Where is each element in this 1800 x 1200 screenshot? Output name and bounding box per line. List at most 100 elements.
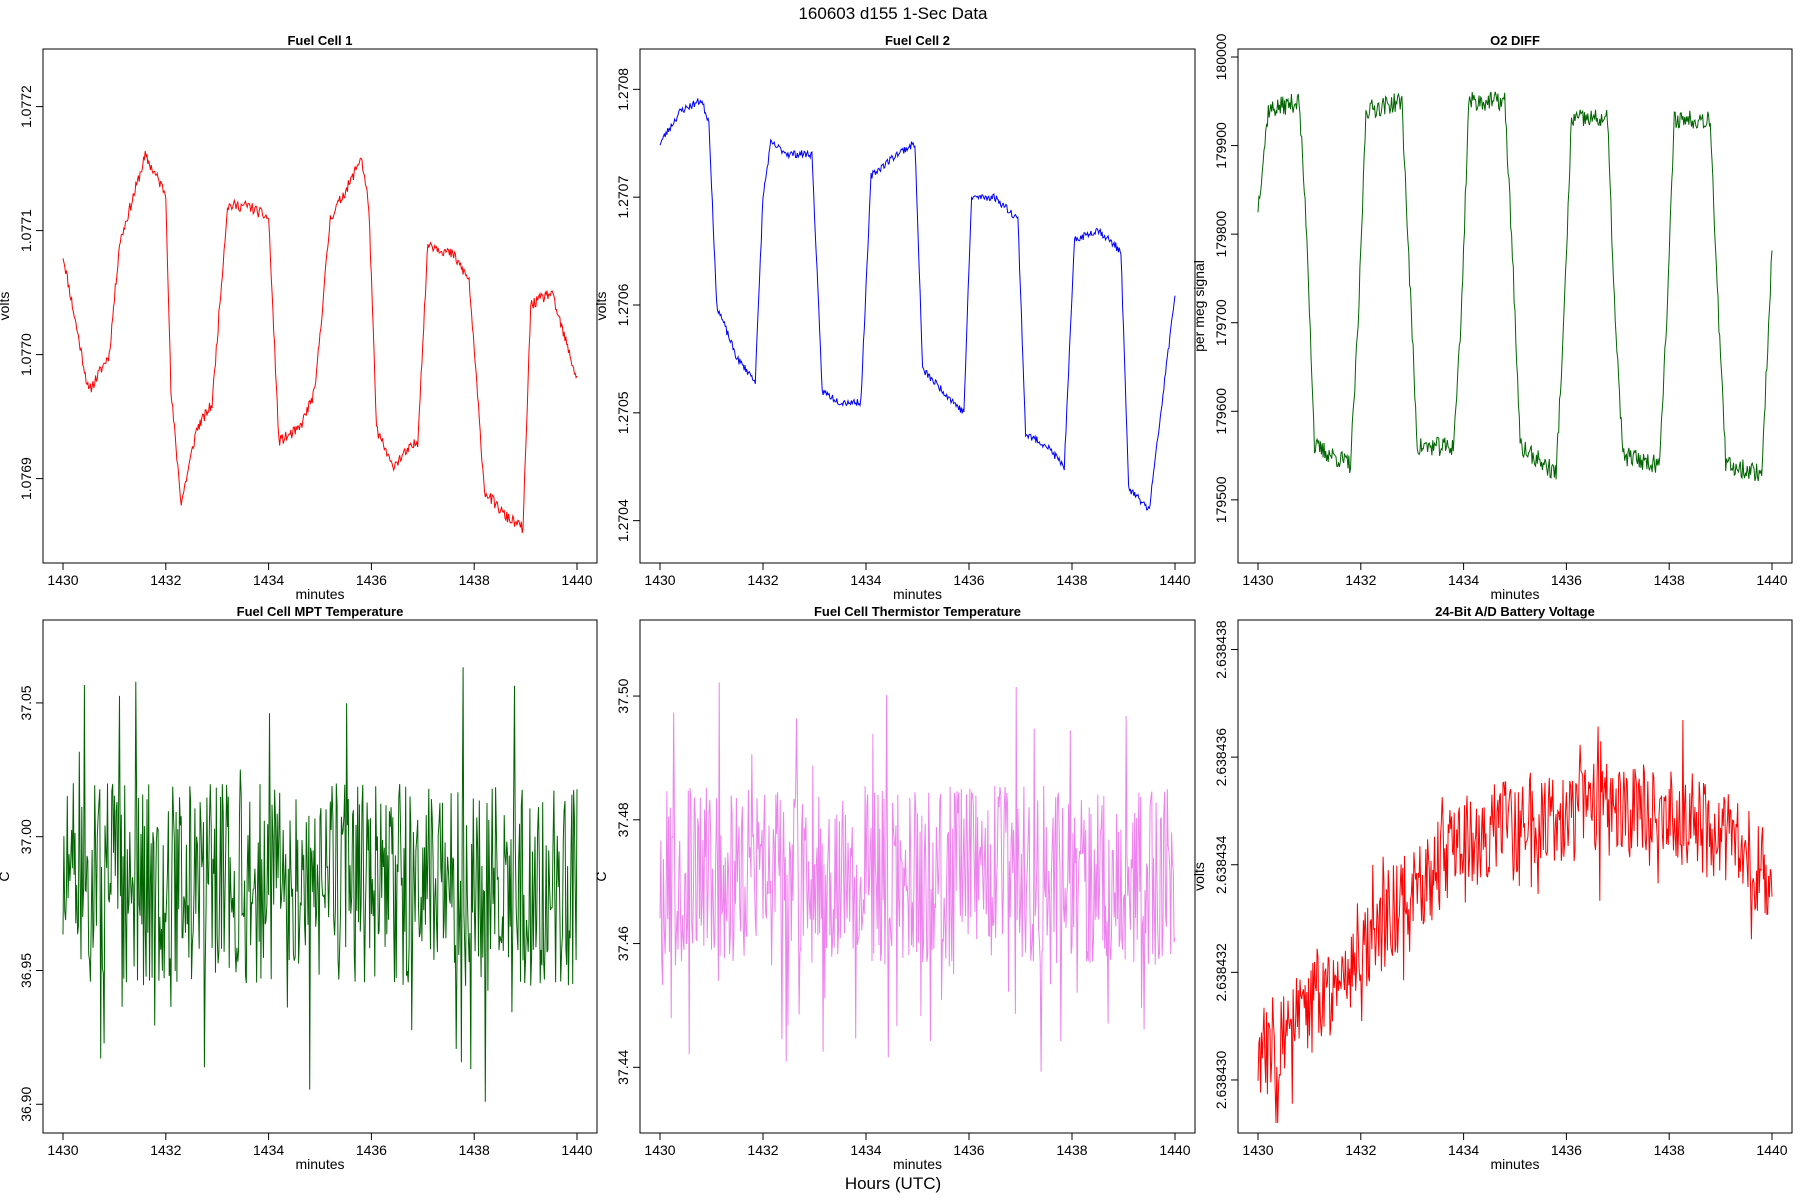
x-tick-label: 1438 [1654,1142,1685,1158]
panel-title: O2 DIFF [1490,33,1540,48]
x-axis-label: minutes [295,586,344,602]
panel-title: 24-Bit A/D Battery Voltage [1435,604,1595,619]
x-tick-label: 1438 [1654,572,1685,588]
x-tick-label: 1430 [47,1142,78,1158]
x-tick-label: 1436 [1551,1142,1582,1158]
x-axis-label: minutes [1490,586,1539,602]
x-tick-label: 1430 [47,572,78,588]
series-line [1257,91,1773,482]
x-tick-label: 1434 [850,1142,881,1158]
y-tick-label: 37.00 [18,819,34,854]
x-tick-label: 1430 [644,572,675,588]
x-tick-label: 1440 [561,1142,592,1158]
y-tick-label: 179900 [1213,122,1229,169]
y-tick-label: 1.0771 [18,209,34,252]
x-tick-label: 1432 [747,1142,778,1158]
panel-title: Fuel Cell Thermistor Temperature [814,604,1021,619]
x-tick-label: 1432 [1345,572,1376,588]
y-tick-label: 2.638434 [1213,835,1229,894]
series-line [659,98,1176,511]
x-tick-label: 1432 [150,1142,181,1158]
y-tick-label: 37.48 [615,802,631,837]
figure-bottom-label: Hours (UTC) [845,1174,941,1193]
y-tick-label: 1.2708 [615,68,631,111]
x-tick-label: 1432 [150,572,181,588]
y-tick-label: 179700 [1213,299,1229,346]
y-axis-label: volts [1191,862,1207,891]
x-axis-label: minutes [893,1156,942,1172]
x-tick-label: 1430 [1242,572,1273,588]
y-tick-label: 2.638430 [1213,1051,1229,1110]
panels: Fuel Cell 1 1430 1432 1434 1436 1438 1440 minut… [0,33,1793,1172]
x-axis-label: minutes [893,586,942,602]
x-tick-label: 1440 [1756,572,1787,588]
y-tick-label: 1.2707 [615,176,631,219]
x-tick-label: 1440 [561,572,592,588]
y-tick-label: 36.95 [18,953,34,988]
x-tick-label: 1438 [459,1142,490,1158]
x-axis-label: minutes [1490,1156,1539,1172]
chart-panel: Fuel Cell 2 1430 1432 1434 1436 1438 1440 minut… [593,33,1196,602]
y-tick-label: 1.0772 [18,85,34,128]
x-tick-label: 1434 [253,572,284,588]
x-tick-label: 1440 [1159,572,1190,588]
y-tick-label: 179500 [1213,476,1229,523]
chart-panel: Fuel Cell Thermistor Temperature 1430 1432… [593,604,1196,1172]
plot-frame [639,48,1196,564]
x-tick-label: 1430 [644,1142,675,1158]
x-tick-label: 1438 [459,572,490,588]
chart-panel: Fuel Cell MPT Temperature 1430 1432 1434 143… [0,604,598,1172]
x-tick-label: 1440 [1159,1142,1190,1158]
x-tick-label: 1438 [1056,1142,1087,1158]
panel-title: Fuel Cell MPT Temperature [237,604,404,619]
x-tick-label: 1432 [747,572,778,588]
x-tick-label: 1434 [253,1142,284,1158]
x-tick-label: 1440 [1756,1142,1787,1158]
series-line [62,667,578,1102]
panel-title: Fuel Cell 1 [287,33,352,48]
plot-frame [42,619,598,1134]
y-tick-label: 36.90 [18,1087,34,1122]
x-tick-label: 1430 [1242,1142,1273,1158]
plot-frame [1237,48,1793,564]
x-tick-label: 1434 [1448,1142,1479,1158]
y-tick-label: 2.638436 [1213,728,1229,787]
y-axis-label: per meg signal [1191,260,1207,352]
series-line [659,682,1176,1072]
chart-panel: Fuel Cell 1 1430 1432 1434 1436 1438 1440 minut… [0,33,598,602]
y-tick-label: 37.50 [615,678,631,713]
chart-panel: 24-Bit A/D Battery Voltage 1430 1432 1434 14… [1191,604,1793,1172]
y-tick-label: 37.46 [615,926,631,961]
panel-title: Fuel Cell 2 [885,33,950,48]
y-axis-label: volts [0,292,12,321]
series-line [62,151,578,534]
y-tick-label: 2.638438 [1213,620,1229,679]
y-tick-label: 1.2704 [615,499,631,542]
x-tick-label: 1434 [1448,572,1479,588]
y-tick-label: 1.0769 [18,457,34,500]
y-tick-label: 1.0770 [18,333,34,376]
y-tick-label: 1.2706 [615,283,631,326]
y-tick-label: 2.638432 [1213,943,1229,1002]
plot-frame [639,619,1196,1134]
x-tick-label: 1438 [1056,572,1087,588]
series-line [1257,719,1773,1124]
figure-title: 160603 d155 1-Sec Data [798,4,988,23]
y-tick-label: 37.44 [615,1050,631,1085]
x-tick-label: 1432 [1345,1142,1376,1158]
y-tick-label: 37.05 [18,685,34,720]
y-axis-label: volts [593,292,609,321]
y-tick-label: 179800 [1213,211,1229,258]
plot-frame [42,48,598,564]
plot-frame [1237,619,1793,1134]
x-tick-label: 1436 [356,1142,387,1158]
x-tick-label: 1436 [356,572,387,588]
x-tick-label: 1434 [850,572,881,588]
y-tick-label: 179600 [1213,388,1229,435]
x-axis-label: minutes [295,1156,344,1172]
x-tick-label: 1436 [1551,572,1582,588]
y-axis-label: C [593,871,609,881]
y-axis-label: C [0,871,12,881]
y-tick-label: 180000 [1213,33,1229,80]
